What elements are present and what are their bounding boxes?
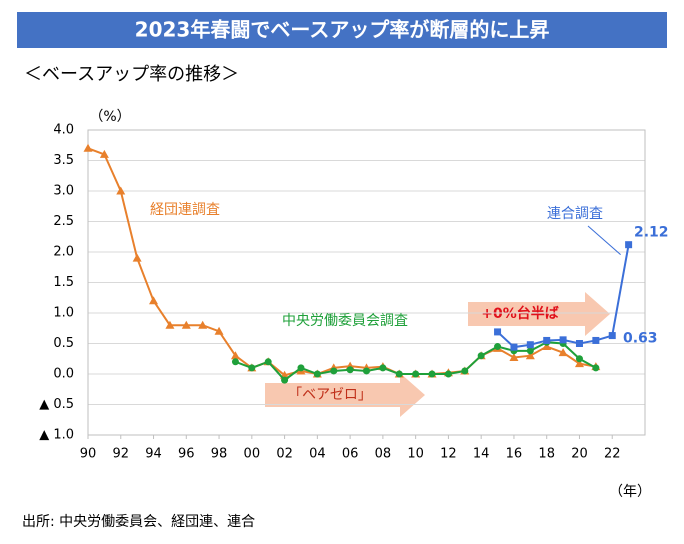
series-label: 連合調査: [547, 206, 603, 222]
point: [510, 343, 518, 351]
point: [428, 370, 436, 378]
x-tick-label: 12: [440, 447, 457, 462]
point: [525, 351, 535, 360]
x-tick-label: 10: [407, 447, 424, 462]
point: [264, 358, 272, 366]
plot-border: [87, 129, 646, 436]
point: [575, 340, 583, 347]
point: [297, 364, 305, 372]
point: [608, 332, 616, 340]
y-tick-label: ▲ 0.5: [39, 397, 74, 412]
point: [461, 367, 469, 375]
y-tick-label: 1.0: [53, 306, 74, 321]
point: [99, 149, 109, 158]
point: [494, 328, 502, 336]
series-label: 経団連調査: [150, 202, 220, 218]
series-line: [496, 244, 630, 349]
annotation: 「ベアゼロ」: [288, 387, 372, 403]
point: [444, 370, 452, 378]
title-banner: [17, 12, 667, 48]
subtitle: ＜ベースアップ率の推移＞: [24, 64, 239, 85]
x-tick-label: 20: [571, 447, 588, 462]
point: [526, 347, 534, 355]
arrow-shape: [265, 373, 425, 417]
point: [149, 296, 159, 305]
point: [395, 370, 403, 378]
point: [83, 143, 93, 152]
point: [625, 241, 633, 249]
y-unit: （%）: [89, 109, 130, 125]
point: [181, 320, 191, 329]
point: [165, 320, 175, 329]
x-unit: （年）: [609, 484, 651, 500]
point: [281, 376, 289, 384]
x-tick-label: 90: [80, 447, 97, 462]
point: [346, 366, 354, 374]
x-tick-label: 02: [276, 447, 293, 462]
point: [592, 364, 600, 372]
y-tick-label: 4.0: [53, 123, 74, 138]
point: [509, 353, 519, 362]
y-tick-label: 3.0: [53, 184, 74, 199]
point: [231, 358, 239, 366]
data-label: 0.63: [623, 331, 658, 347]
point: [559, 336, 567, 344]
point: [477, 352, 485, 360]
x-tick-label: 98: [211, 447, 228, 462]
point: [132, 253, 142, 262]
point: [526, 341, 534, 349]
point: [214, 326, 224, 335]
point: [542, 342, 552, 351]
point: [198, 320, 208, 329]
x-tick-label: 14: [473, 447, 490, 462]
x-tick-label: 92: [112, 447, 129, 462]
source: 出所: 中央労働委員会、経団連、連合: [22, 514, 255, 530]
y-tick-label: 2.5: [53, 214, 74, 229]
point: [230, 351, 240, 360]
x-tick-label: 18: [538, 447, 555, 462]
point: [379, 364, 387, 372]
y-tick-label: 2.0: [53, 245, 74, 260]
y-tick-label: 3.5: [53, 153, 74, 168]
x-tick-label: 08: [375, 447, 392, 462]
point: [330, 367, 338, 375]
x-tick-label: 16: [506, 447, 523, 462]
point: [412, 370, 420, 378]
point: [592, 336, 600, 344]
x-tick-label: 06: [342, 447, 359, 462]
point: [575, 355, 583, 363]
point: [574, 359, 584, 368]
point: [313, 370, 321, 378]
series-label: 中央労働委員会調査: [282, 313, 408, 329]
arrow-shape: [468, 292, 610, 336]
point: [558, 348, 568, 357]
y-tick-label: 1.5: [53, 275, 74, 290]
x-tick-label: 22: [604, 447, 621, 462]
x-tick-label: 00: [244, 447, 261, 462]
point: [248, 364, 256, 372]
point: [116, 186, 126, 195]
y-tick-label: 0.0: [53, 367, 74, 382]
x-tick-label: 04: [309, 447, 326, 462]
series-line: [87, 147, 597, 377]
data-label: 2.12: [634, 225, 669, 241]
y-tick-label: 0.5: [53, 336, 74, 351]
point: [363, 367, 370, 375]
x-tick-label: 94: [145, 447, 162, 462]
x-tick-label: 96: [178, 447, 195, 462]
callout-line: [587, 225, 621, 256]
y-tick-label: ▲ 1.0: [39, 428, 74, 443]
chart-title: 2023年春闘でベースアップ率が断層的に上昇: [135, 18, 550, 42]
point: [543, 336, 551, 344]
point: [494, 343, 502, 351]
